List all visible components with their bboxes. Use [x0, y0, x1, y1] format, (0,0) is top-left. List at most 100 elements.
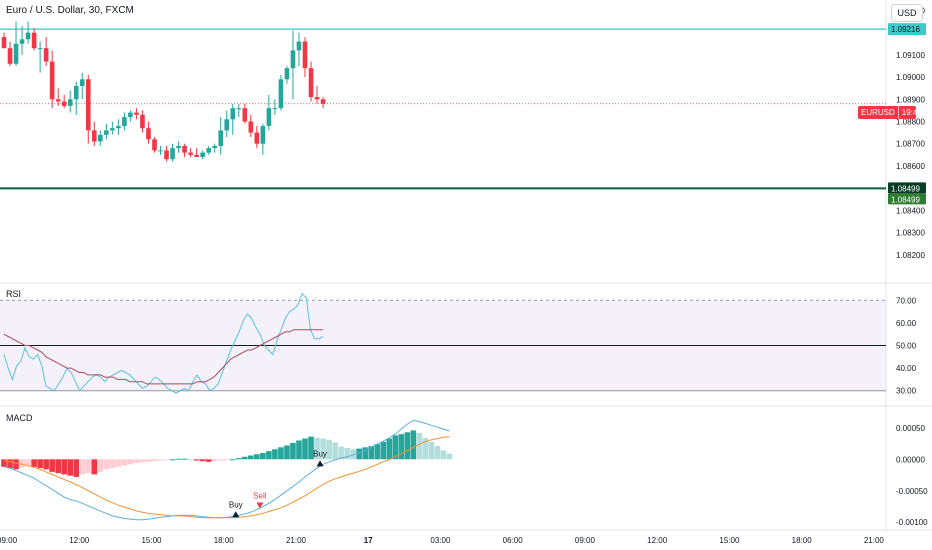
time-tick-label: 06:00 — [503, 536, 524, 545]
macd-histogram-bar — [440, 450, 447, 460]
candle-body — [19, 39, 25, 44]
chart-title: Euro / U.S. Dollar, 30, FXCM — [6, 5, 134, 16]
time-tick-label: 18:00 — [214, 536, 235, 545]
macd-histogram-bar — [193, 459, 200, 461]
macd-histogram-bar — [404, 432, 411, 460]
macd-histogram-bar — [43, 459, 49, 470]
macd-histogram-bar — [290, 442, 296, 460]
candle-body — [1, 37, 7, 49]
macd-histogram-bar — [121, 459, 128, 466]
macd-histogram-bar — [410, 430, 417, 460]
time-tick-label: 03:00 — [430, 536, 451, 545]
macd-histogram-bar — [434, 446, 441, 460]
macd-histogram-bar — [242, 456, 248, 460]
macd-histogram-bar — [428, 441, 435, 460]
support-price-label: 1.08499 — [891, 195, 920, 204]
macd-histogram-bar — [115, 459, 122, 467]
macd-histogram-bar — [187, 459, 194, 461]
candle-body — [170, 148, 175, 160]
macd-tick-label: 0.00000 — [896, 455, 925, 464]
macd-histogram-bar — [181, 458, 188, 460]
macd-histogram-bar — [422, 437, 429, 460]
time-tick-label: 17 — [364, 536, 373, 545]
candle-body — [73, 85, 79, 100]
candle-body — [236, 108, 242, 110]
candle-body — [49, 61, 55, 100]
buy-signal-label: Buy — [229, 500, 243, 509]
candle-body — [302, 41, 308, 69]
price-tick-label: 1.08400 — [896, 206, 925, 215]
macd-histogram-bar — [398, 434, 405, 460]
support-price-tag — [888, 193, 926, 205]
price-tick-label: 1.09100 — [896, 51, 925, 60]
macd-histogram-bar — [278, 447, 284, 460]
rsi-ma-line — [3, 329, 324, 385]
rsi-tick-label: 40.00 — [896, 364, 917, 373]
candle-body — [152, 139, 157, 151]
badge-symbol: EURUSD — [861, 108, 895, 117]
macd-histogram-bar — [169, 459, 176, 461]
candle-body — [230, 108, 236, 120]
candle-body — [104, 130, 109, 135]
candle-body — [254, 132, 260, 144]
price-tick-label: 1.09000 — [896, 73, 925, 82]
buy-signal-marker — [232, 511, 240, 518]
buy-signal-label: Buy — [313, 449, 327, 458]
macd-histogram-bar — [254, 454, 260, 460]
macd-histogram-bar — [284, 445, 290, 460]
rsi-pane-title: RSI — [6, 289, 22, 299]
price-tick-label: 1.08800 — [896, 118, 925, 127]
candle-body — [31, 32, 37, 49]
macd-histogram-bar — [266, 451, 272, 460]
macd-histogram-bar — [67, 459, 74, 476]
macd-histogram-bar — [314, 437, 320, 460]
macd-histogram-bar — [55, 459, 61, 474]
price-tick-label: 1.08300 — [896, 229, 925, 238]
price-tick-label: 1.08600 — [896, 162, 925, 171]
macd-histogram-bar — [19, 459, 25, 468]
candle-body — [224, 119, 230, 131]
candle-body — [272, 108, 278, 110]
macd-pane-title: MACD — [6, 413, 33, 423]
macd-signal-line — [3, 436, 450, 519]
macd-line — [3, 419, 450, 521]
candle-body — [218, 130, 224, 146]
candle-body — [182, 145, 187, 153]
support-price-label: 1.08499 — [891, 184, 920, 193]
candle-body — [158, 150, 163, 152]
badge-timer: 19:40 — [897, 106, 925, 119]
candle-body — [260, 125, 266, 144]
macd-histogram-bar — [7, 459, 13, 469]
candle-body — [200, 152, 205, 158]
macd-histogram-bar — [139, 459, 146, 463]
macd-histogram-bar — [344, 447, 350, 460]
macd-histogram-bar — [97, 459, 104, 472]
macd-histogram-bar — [127, 459, 134, 465]
currency-button[interactable]: USD — [891, 4, 923, 22]
macd-histogram-bar — [260, 453, 266, 460]
macd-histogram-bar — [308, 436, 314, 460]
candle-body — [110, 128, 115, 131]
macd-histogram-bar — [229, 459, 236, 461]
macd-histogram-bar — [61, 459, 67, 475]
rsi-tick-label: 30.00 — [896, 387, 917, 396]
candle-body — [212, 145, 217, 149]
macd-histogram-bar — [374, 444, 381, 460]
candle-body — [296, 41, 302, 51]
candle-body — [128, 112, 133, 118]
macd-histogram-bar — [145, 459, 152, 462]
macd-tick-label: 0.00050 — [896, 424, 925, 433]
candle-body — [122, 117, 127, 126]
sell-signal-label: Sell — [253, 491, 267, 500]
macd-histogram-bar — [13, 459, 19, 470]
macd-histogram-bar — [350, 449, 356, 460]
macd-histogram-bar — [109, 459, 116, 469]
candle-body — [188, 152, 193, 155]
macd-histogram-bar — [103, 459, 110, 470]
candle-body — [61, 101, 67, 106]
macd-histogram-bar — [392, 435, 399, 460]
candle-body — [37, 48, 43, 50]
macd-histogram-bar — [248, 455, 254, 460]
macd-histogram-bar — [91, 459, 98, 475]
